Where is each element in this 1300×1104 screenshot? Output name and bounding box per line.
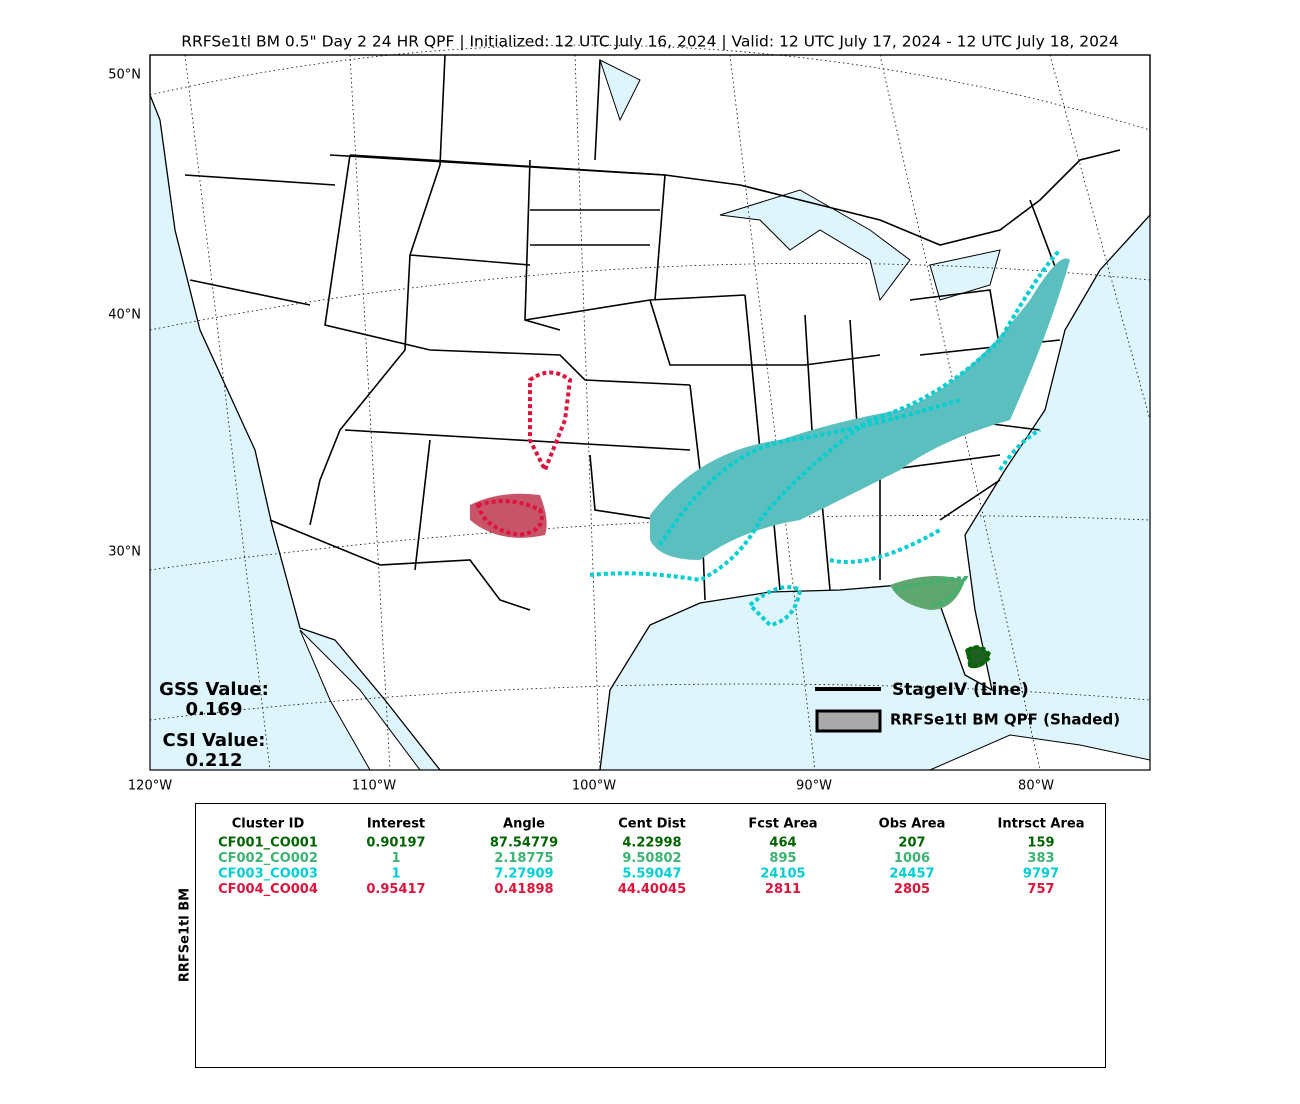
table-cell: 383: [1027, 851, 1054, 866]
table-cell: 0.90197: [366, 836, 425, 851]
column-header: Fcst Area: [748, 817, 817, 832]
table-cell: 1: [391, 867, 400, 882]
csi-value: 0.212: [186, 750, 243, 771]
table-body: Cluster ID Interest Angle Cent Dist Fcst Are…: [218, 817, 1084, 898]
lat-labels: 50°N 40°N 30°N: [108, 68, 141, 560]
table-cell: 2811: [765, 882, 801, 897]
map: 50°N 40°N 30°N 120°W 110°W 100°W 90°W 80°W GSS…: [108, 44, 1151, 794]
table-cell: CF001_CO001: [218, 836, 318, 851]
table-cell: 9.50802: [622, 851, 681, 866]
stats-table: RRFSe1tl BM Cluster ID Interest Angle Cent …: [178, 803, 1106, 1068]
table-cell: 87.54779: [490, 836, 558, 851]
table-frame: [195, 803, 1106, 1068]
csi-label: CSI Value:: [163, 730, 266, 751]
legend-swatch: [815, 709, 882, 733]
table-cell: 0.95417: [366, 882, 425, 897]
table-cell: 2805: [894, 882, 930, 897]
table-cell: 24457: [889, 867, 934, 882]
legend: StageIV (Line) RRFSe1tl BM QPF (Shaded): [815, 680, 1120, 733]
table-cell: 1: [391, 851, 400, 866]
legend-label: StageIV (Line): [892, 680, 1029, 700]
lon-labels: 120°W 110°W 100°W 90°W 80°W: [128, 779, 1054, 794]
legend-label: RRFSe1tl BM QPF (Shaded): [890, 711, 1120, 729]
lat-label: 40°N: [108, 308, 141, 323]
table-cell: 207: [898, 836, 925, 851]
shaded-area: [650, 258, 1070, 560]
lat-label: 50°N: [108, 68, 141, 83]
table-side-label: RRFSe1tl BM: [178, 888, 193, 982]
table-cell: 4.22998: [622, 836, 681, 851]
table-cell: 2.18775: [494, 851, 553, 866]
gss-value: 0.169: [186, 699, 243, 720]
table-cell: 24105: [760, 867, 805, 882]
title: RRFSe1tl BM 0.5" Day 2 24 HR QPF | Initi…: [181, 33, 1119, 51]
column-header: Intrsct Area: [998, 817, 1085, 832]
table-cell: 44.40045: [618, 882, 686, 897]
column-header: Angle: [503, 817, 545, 832]
stats: GSS Value: 0.169 CSI Value: 0.212: [159, 679, 269, 771]
table-cell: 464: [769, 836, 796, 851]
table-cell: CF002_CO002: [218, 851, 318, 866]
table-cell: CF004_CO004: [218, 882, 318, 897]
table-cell: 159: [1027, 836, 1054, 851]
map-frame: [149, 54, 1151, 771]
observed-objects: [475, 248, 1062, 668]
column-header: Obs Area: [879, 817, 946, 832]
table-cell: 0.41898: [494, 882, 553, 897]
table-cell: 895: [769, 851, 796, 866]
column-header: Cluster ID: [232, 817, 305, 832]
lakes: [599, 59, 1001, 302]
table-cell: CF003_CO003: [218, 867, 318, 882]
lat-label: 30°N: [108, 545, 141, 560]
lon-label: 120°W: [128, 779, 172, 794]
table-cell: 757: [1027, 882, 1054, 897]
table-cell: 7.27909: [494, 867, 553, 882]
table-cell: 1006: [894, 851, 930, 866]
gss-label: GSS Value:: [159, 679, 269, 700]
column-header: Interest: [367, 817, 425, 832]
table-cell: 9797: [1023, 867, 1059, 882]
table-cell: 5.59047: [622, 867, 681, 882]
land: [149, 54, 1151, 771]
lon-label: 100°W: [572, 779, 616, 794]
column-header: Cent Dist: [618, 817, 686, 832]
lon-label: 80°W: [1018, 779, 1054, 794]
lon-label: 110°W: [352, 779, 396, 794]
lon-label: 90°W: [796, 779, 832, 794]
